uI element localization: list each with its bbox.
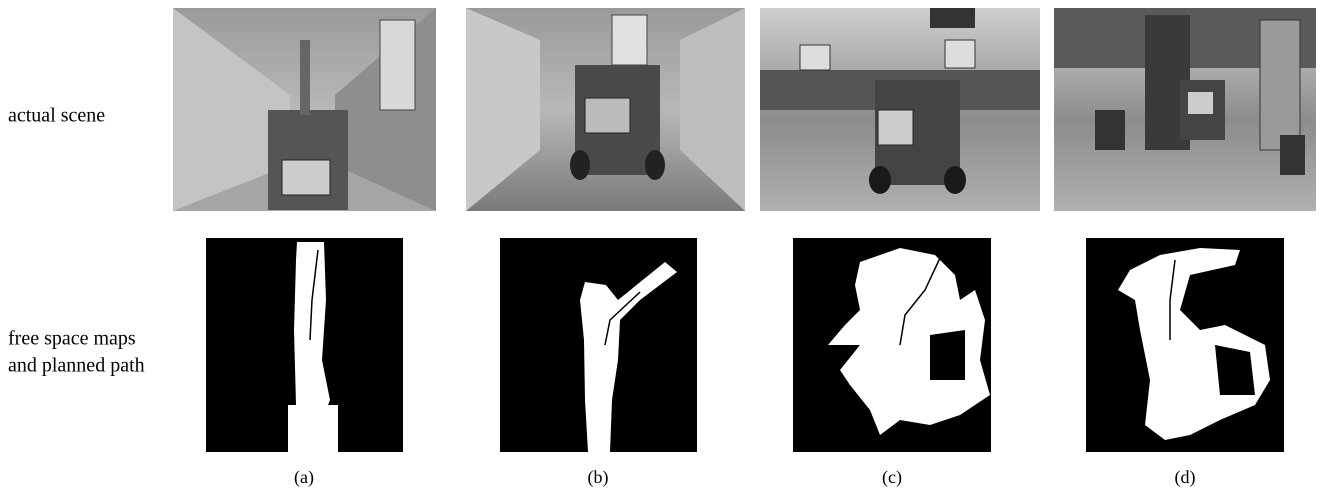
photo <box>466 8 745 211</box>
caption: (d) <box>1175 467 1196 488</box>
photo <box>173 8 436 211</box>
map <box>500 238 697 452</box>
caption: (b) <box>588 467 609 488</box>
map <box>1086 238 1284 452</box>
row-label: actual scene <box>8 105 105 127</box>
caption: (a) <box>294 467 314 488</box>
row-label: free space maps <box>8 328 136 350</box>
map <box>206 238 403 452</box>
map <box>793 238 991 452</box>
row-label: and planned path <box>8 355 145 377</box>
figure: actual scene free space maps and planned… <box>0 0 1322 491</box>
photo <box>1054 8 1316 211</box>
caption: (c) <box>882 467 902 488</box>
photo <box>760 8 1040 211</box>
